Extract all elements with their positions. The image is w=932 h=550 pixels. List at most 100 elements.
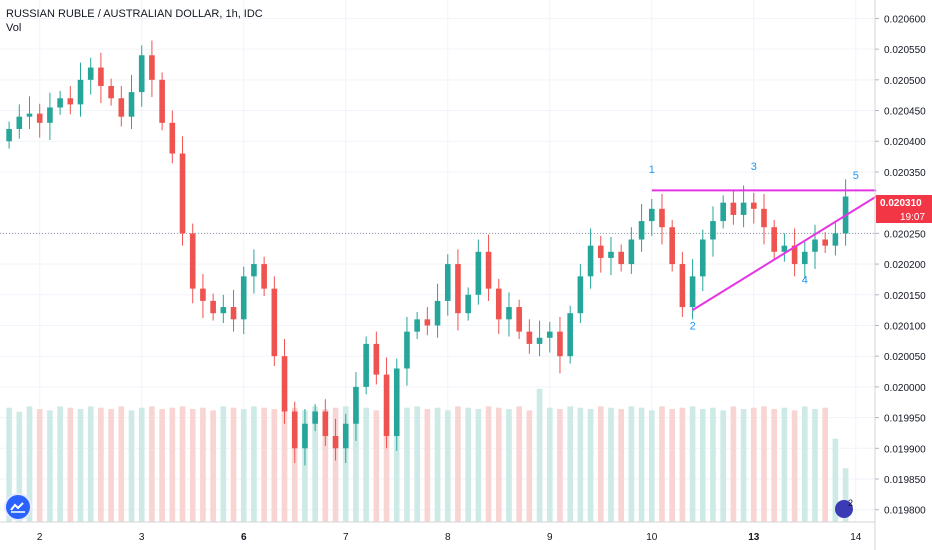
- volume-bar: [373, 410, 380, 522]
- candle-body: [424, 319, 431, 326]
- candle-body: [730, 202, 737, 215]
- volume-bar: [791, 410, 798, 522]
- volume-bar: [689, 406, 696, 522]
- x-tick-label: 8: [445, 532, 451, 543]
- candle-body: [608, 251, 614, 258]
- candle-body: [567, 313, 573, 357]
- candle-body: [659, 208, 665, 228]
- volume-bar: [108, 409, 114, 522]
- candle-body: [373, 343, 380, 375]
- y-tick-label: 0.020600: [884, 14, 926, 25]
- volume-bar: [281, 406, 288, 522]
- volume-bar: [424, 409, 431, 522]
- y-tick-label: 0.020100: [884, 321, 926, 332]
- volume-bar: [128, 410, 135, 522]
- volume-bar: [516, 406, 522, 522]
- x-tick-label: 2: [37, 532, 43, 543]
- wave-label-1[interactable]: 1: [649, 164, 655, 176]
- wave-label-5[interactable]: 5: [853, 170, 859, 182]
- volume-bar: [57, 406, 63, 522]
- volume-bar: [618, 409, 624, 522]
- candle-body: [149, 55, 155, 80]
- events-badge-icon[interactable]: [835, 500, 853, 518]
- volume-bar: [832, 438, 839, 522]
- volume-bar: [98, 407, 104, 522]
- volume-bar: [710, 407, 716, 522]
- y-tick-label: 0.020350: [884, 168, 926, 179]
- candle-body: [475, 251, 482, 295]
- volume-bar: [404, 407, 410, 522]
- x-tick-label: 6: [241, 532, 247, 543]
- tradingview-logo-icon[interactable]: [6, 495, 30, 519]
- volume-bar: [638, 407, 645, 522]
- volume-bar: [210, 410, 216, 522]
- candle-body: [57, 98, 63, 108]
- candle-body: [404, 331, 410, 369]
- volume-bar: [383, 406, 390, 522]
- candle-body: [261, 264, 267, 289]
- candle-body: [353, 386, 359, 424]
- candle-body: [495, 288, 502, 320]
- volume-bar: [47, 410, 53, 522]
- volume-bar: [669, 409, 675, 522]
- y-tick-label: 0.019950: [884, 414, 926, 425]
- candle-body: [679, 264, 686, 308]
- candle-body: [434, 300, 441, 326]
- wave-label-4[interactable]: 4: [802, 274, 808, 286]
- volume-bar: [322, 409, 329, 522]
- candle-body: [587, 245, 594, 277]
- volume-bar: [240, 409, 247, 522]
- volume-bar: [179, 406, 186, 522]
- candle-body: [597, 245, 604, 258]
- candle-body: [801, 251, 808, 265]
- volume-bar: [812, 409, 818, 522]
- candle-body: [342, 423, 349, 449]
- volume-bar: [822, 407, 829, 522]
- candle-body: [699, 239, 706, 277]
- volume-bar: [302, 410, 308, 522]
- volume-bar: [577, 407, 584, 522]
- volume-bar: [771, 409, 777, 522]
- volume-indicator-label[interactable]: Vol: [6, 22, 22, 34]
- volume-bar: [597, 406, 604, 522]
- x-tick-label: 13: [748, 532, 760, 543]
- candle-body: [169, 122, 176, 154]
- volume-bar: [679, 407, 686, 522]
- volume-bar: [587, 409, 594, 522]
- support-trendline[interactable]: [692, 195, 877, 311]
- volume-bar: [291, 407, 298, 522]
- volume-bar: [628, 406, 635, 522]
- volume-bar: [414, 406, 420, 522]
- candle-body: [291, 411, 298, 449]
- y-tick-label: 0.020550: [884, 45, 926, 56]
- wave-label-3[interactable]: 3: [751, 161, 757, 173]
- wave-label-2[interactable]: 2: [690, 320, 696, 332]
- candle-body: [781, 245, 788, 252]
- candle-body: [618, 251, 624, 265]
- candle-body: [220, 307, 227, 314]
- volume-bar: [444, 410, 451, 522]
- candle-body: [791, 245, 798, 265]
- volume-bar: [230, 407, 237, 522]
- volume-bar: [342, 406, 349, 522]
- candle-body: [210, 300, 216, 314]
- candle-body: [118, 98, 125, 117]
- candle-body: [557, 331, 563, 357]
- candle-body: [108, 85, 114, 99]
- volume-bar: [659, 406, 665, 522]
- candle-body: [740, 202, 747, 215]
- candle-body: [47, 107, 53, 123]
- candle-body: [179, 153, 186, 234]
- candle-body: [577, 276, 584, 314]
- volume-bar: [118, 406, 125, 522]
- volume-bar: [312, 406, 318, 522]
- candle-body: [720, 202, 726, 222]
- y-tick-label: 0.020400: [884, 137, 926, 148]
- volume-bar: [159, 409, 165, 522]
- candle-body: [159, 79, 165, 123]
- volume-bar: [801, 406, 808, 522]
- candle-body: [363, 343, 369, 387]
- volume-bar: [87, 406, 94, 522]
- volume-bar: [67, 407, 74, 522]
